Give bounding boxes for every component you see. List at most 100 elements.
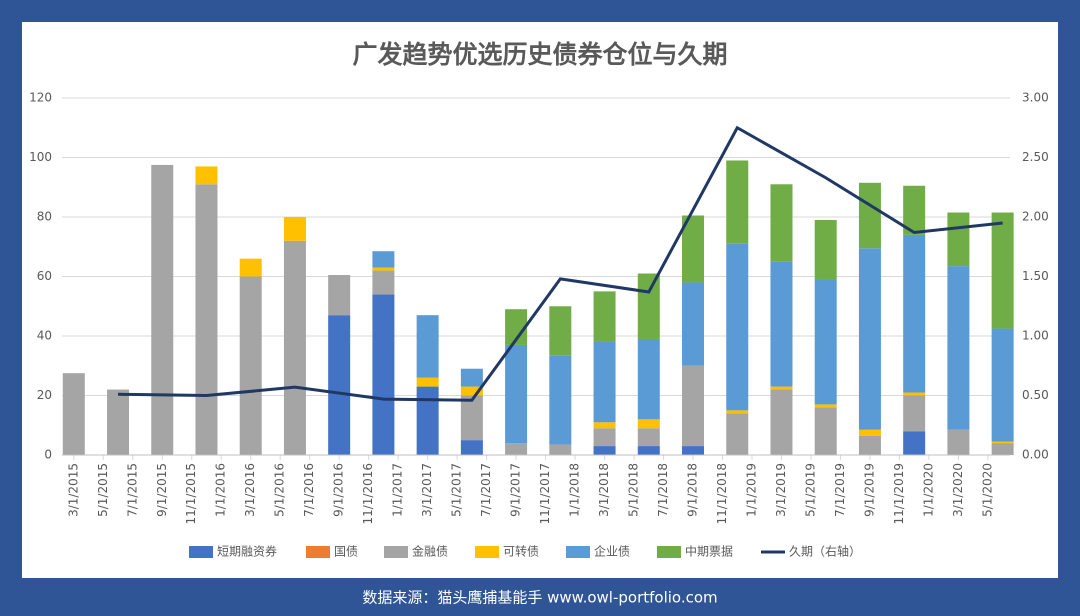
bar-segment: [770, 386, 793, 390]
bar-segment: [903, 185, 926, 235]
x-tick-label: 7/1/2017: [479, 463, 493, 517]
bar-segment: [460, 368, 483, 387]
x-tick-label: 3/1/2019: [774, 463, 788, 517]
x-tick-label: 7/1/2019: [833, 463, 847, 517]
x-tick-label: 1/1/2019: [744, 463, 758, 517]
bar-segment: [416, 315, 439, 378]
bar-segment: [682, 365, 705, 447]
bar-segment: [239, 258, 262, 277]
chart-title: 广发趋势优选历史债券仓位与久期: [352, 40, 727, 69]
bar-segment: [682, 446, 705, 455]
bar-segment: [726, 160, 749, 244]
x-tick-label: 11/1/2019: [892, 463, 906, 525]
bar-segment: [505, 309, 528, 345]
bar-segment: [416, 386, 439, 455]
legend-swatch: [657, 546, 681, 558]
bar-segment: [505, 344, 528, 444]
y2-tick-label: 3.00: [1022, 91, 1049, 105]
bar-segment: [195, 184, 218, 455]
x-tick-label: 1/1/2018: [568, 463, 582, 517]
bar-segment: [460, 386, 483, 396]
y-tick-label: 80: [37, 210, 52, 224]
bar-segment: [947, 212, 970, 267]
y2-tick-label: 0.50: [1022, 388, 1049, 402]
bar-segment: [770, 184, 793, 262]
x-tick-label: 5/1/2016: [273, 463, 287, 517]
y-tick-label: 120: [29, 91, 52, 105]
bar-segment: [770, 261, 793, 387]
bar-segment: [151, 164, 174, 455]
bar-segment: [947, 266, 970, 430]
bar-segment: [195, 166, 218, 185]
bar-segment: [283, 240, 306, 455]
y-tick-label: 60: [37, 269, 52, 283]
bar-segment: [593, 446, 616, 455]
bar-segment: [726, 410, 749, 414]
legend-swatch: [306, 546, 330, 558]
bar-segment: [416, 377, 439, 387]
x-tick-label: 3/1/2018: [597, 463, 611, 517]
y-tick-label: 40: [37, 329, 52, 343]
bar-segment: [637, 419, 660, 429]
bar-segment: [505, 443, 528, 455]
bar-segment: [814, 219, 837, 280]
x-tick-label: 3/1/2015: [66, 463, 80, 517]
y2-tick-label: 1.00: [1022, 329, 1049, 343]
x-tick-label: 5/1/2017: [450, 463, 464, 517]
bar-segment: [770, 389, 793, 455]
legend-label: 中期票据: [685, 544, 733, 559]
bar-segment: [107, 389, 130, 455]
x-tick-label: 1/1/2016: [214, 463, 228, 517]
bar-segment: [991, 443, 1014, 455]
bar-segment: [328, 315, 351, 455]
bar-segment: [372, 270, 395, 295]
legend-label: 国债: [334, 545, 358, 559]
bar-segment: [903, 392, 926, 396]
bar-segment: [549, 355, 572, 445]
x-tick-label: 11/1/2015: [184, 463, 198, 525]
bar-segment: [814, 279, 837, 405]
x-tick-label: 9/1/2019: [862, 463, 876, 517]
bar-segment: [549, 444, 572, 455]
legend-label: 企业债: [594, 544, 630, 559]
bar-segment: [460, 395, 483, 441]
y-tick-label: 0: [44, 448, 52, 462]
y2-tick-label: 1.50: [1022, 269, 1049, 283]
bar-segment: [637, 428, 660, 447]
source-note: 数据来源：猫头鹰捕基能手 www.owl-portfolio.com: [362, 589, 717, 607]
bar-segment: [991, 328, 1014, 442]
y2-tick-label: 2.50: [1022, 150, 1049, 164]
y-tick-label: 20: [37, 388, 52, 402]
x-tick-label: 9/1/2017: [509, 463, 523, 517]
duration-line: [118, 125, 1003, 402]
x-tick-label: 7/1/2016: [302, 463, 316, 517]
bar-segment: [903, 395, 926, 432]
x-tick-label: 9/1/2015: [155, 463, 169, 517]
x-tick-label: 5/1/2020: [980, 463, 994, 517]
bar-segment: [460, 440, 483, 455]
bar-segment: [372, 267, 395, 271]
bar-segment: [682, 215, 705, 283]
bar-segment: [814, 407, 837, 455]
x-tick-label: 1/1/2017: [391, 463, 405, 517]
bar-segment: [726, 243, 749, 411]
x-tick-label: 5/1/2015: [96, 463, 110, 517]
bar-segment: [903, 234, 926, 393]
bar-segment: [991, 441, 1014, 444]
bar-segment: [726, 413, 749, 455]
y2-tick-label: 2.00: [1022, 210, 1049, 224]
chart-panel: [22, 22, 1058, 578]
bar-segment: [239, 276, 262, 455]
bar-segment: [62, 373, 85, 455]
x-tick-label: 1/1/2020: [921, 463, 935, 517]
bar-segment: [372, 294, 395, 455]
bar-segment: [283, 217, 306, 241]
x-tick-label: 3/1/2017: [420, 463, 434, 517]
bar-segment: [814, 404, 837, 408]
bar-segment: [549, 306, 572, 356]
legend-swatch: [189, 546, 213, 558]
bar-segment: [858, 429, 881, 436]
bar-segment: [903, 431, 926, 455]
